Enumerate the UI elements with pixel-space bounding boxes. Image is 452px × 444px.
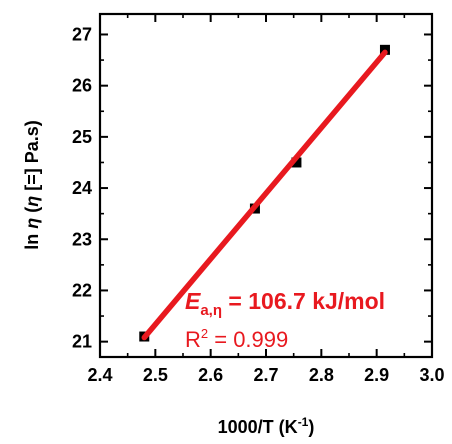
data-series — [139, 44, 390, 342]
linear-fit-line — [141, 49, 388, 341]
x-tick-label: 3.0 — [419, 365, 444, 385]
activation-energy-annotation: Ea,η = 106.7 kJ/mol — [185, 288, 385, 319]
x-axis-label: 1000/T (K-1) — [218, 415, 315, 437]
r-squared-annotation: R2 = 0.999 — [185, 326, 288, 352]
y-tick-label: 21 — [72, 332, 92, 352]
y-tick-label: 26 — [72, 76, 92, 96]
x-tick-label: 2.7 — [253, 365, 278, 385]
y-tick-label: 27 — [72, 24, 92, 44]
y-tick-label: 25 — [72, 127, 92, 147]
x-tick-label: 2.9 — [364, 365, 389, 385]
tick-labels: 2.4 2.5 2.6 2.7 2.8 2.9 3.0 21 22 23 24 25 26 27 — [72, 24, 445, 385]
x-tick-label: 2.8 — [309, 365, 334, 385]
plot-frame — [98, 12, 434, 359]
x-tick-label: 2.4 — [87, 365, 112, 385]
x-tick-label: 2.6 — [198, 365, 223, 385]
y-axis-label: ln η (η [=] Pa.s) — [22, 120, 42, 250]
y-tick-label: 23 — [72, 229, 92, 249]
data-point — [291, 157, 302, 168]
x-tick-label: 2.5 — [143, 365, 168, 385]
y-tick-label: 24 — [72, 178, 92, 198]
y-tick-label: 22 — [72, 280, 92, 300]
